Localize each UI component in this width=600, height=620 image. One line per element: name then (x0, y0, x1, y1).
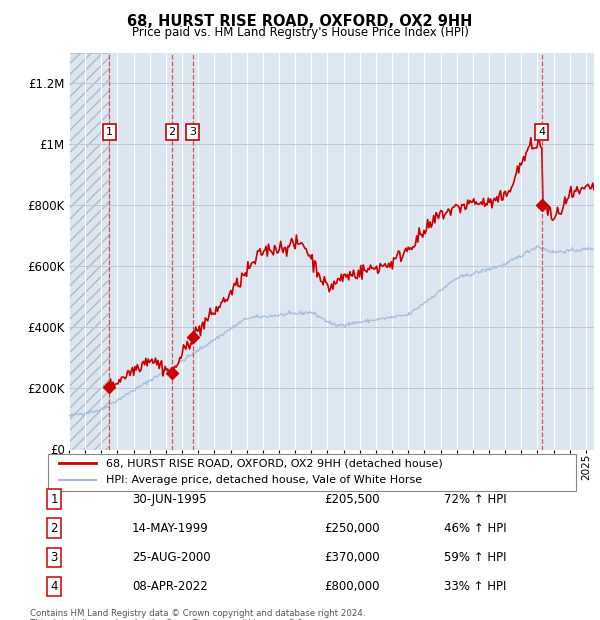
Text: 08-APR-2022: 08-APR-2022 (132, 580, 208, 593)
Text: 30-JUN-1995: 30-JUN-1995 (132, 493, 206, 505)
Text: 25-AUG-2000: 25-AUG-2000 (132, 551, 211, 564)
Text: 2: 2 (169, 127, 175, 137)
Text: 14-MAY-1999: 14-MAY-1999 (132, 522, 209, 534)
Text: £205,500: £205,500 (324, 493, 380, 505)
Text: 72% ↑ HPI: 72% ↑ HPI (444, 493, 506, 505)
Text: Price paid vs. HM Land Registry's House Price Index (HPI): Price paid vs. HM Land Registry's House … (131, 26, 469, 39)
Text: 68, HURST RISE ROAD, OXFORD, OX2 9HH: 68, HURST RISE ROAD, OXFORD, OX2 9HH (127, 14, 473, 29)
Bar (69, 53, 109, 450)
Text: £370,000: £370,000 (324, 551, 380, 564)
Text: 3: 3 (189, 127, 196, 137)
Text: HPI: Average price, detached house, Vale of White Horse: HPI: Average price, detached house, Vale… (106, 475, 422, 485)
Text: 1: 1 (50, 493, 58, 505)
Text: 2: 2 (50, 522, 58, 534)
Text: Contains HM Land Registry data © Crown copyright and database right 2024.
This d: Contains HM Land Registry data © Crown c… (30, 609, 365, 620)
Text: 3: 3 (50, 551, 58, 564)
Text: 46% ↑ HPI: 46% ↑ HPI (444, 522, 506, 534)
Text: 68, HURST RISE ROAD, OXFORD, OX2 9HH (detached house): 68, HURST RISE ROAD, OXFORD, OX2 9HH (de… (106, 458, 443, 468)
Text: £800,000: £800,000 (324, 580, 380, 593)
Text: 59% ↑ HPI: 59% ↑ HPI (444, 551, 506, 564)
Text: 33% ↑ HPI: 33% ↑ HPI (444, 580, 506, 593)
Text: 4: 4 (50, 580, 58, 593)
Text: 4: 4 (538, 127, 545, 137)
Text: 1: 1 (106, 127, 113, 137)
Text: £250,000: £250,000 (324, 522, 380, 534)
FancyBboxPatch shape (48, 454, 576, 491)
